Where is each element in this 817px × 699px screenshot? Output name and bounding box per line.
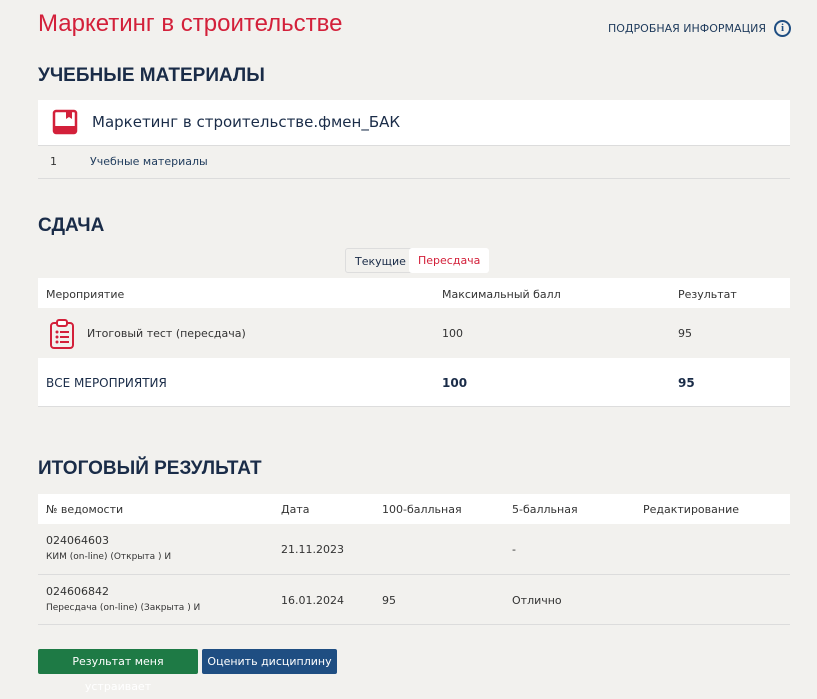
- final-heading: ИТОГОВЫЙ РЕЗУЛЬТАТ: [38, 458, 262, 479]
- tab-retake[interactable]: Пересдача: [409, 248, 490, 273]
- col-5: 5-балльная: [512, 503, 578, 516]
- book-icon: [52, 109, 78, 135]
- sheet-desc: Пересдача (on-line) (Закрыта ) И: [46, 603, 201, 613]
- col-max: Максимальный балл: [442, 288, 561, 301]
- sheet-desc: КИМ (on-line) (Открыта ) И: [46, 552, 172, 562]
- sheet-date: 16.01.2024: [281, 594, 344, 607]
- sheet-number: 024064603: [46, 534, 109, 547]
- sheet-number: 024606842: [46, 585, 109, 598]
- sheet-score5: -: [512, 543, 516, 556]
- accept-result-button[interactable]: Результат меня устраивает: [38, 649, 198, 693]
- col-edit: Редактирование: [643, 503, 739, 516]
- sheet-score5: Отлично: [512, 594, 562, 607]
- total-result: 95: [678, 376, 695, 390]
- submission-header: Мероприятие Максимальный балл Результат: [38, 278, 790, 308]
- event-max: 100: [442, 327, 463, 340]
- course-name: Маркетинг в строительстве.фмен_БАК: [92, 113, 401, 131]
- sheet-score100: 95: [382, 594, 396, 607]
- submission-heading: СДАЧА: [38, 215, 105, 236]
- event-result: 95: [678, 327, 692, 340]
- total-max: 100: [442, 376, 468, 390]
- final-header: № ведомости Дата 100-балльная 5-балльная…: [38, 494, 790, 524]
- course-card[interactable]: Маркетинг в строительстве.фмен_БАК: [38, 100, 790, 145]
- col-event: Мероприятие: [46, 288, 125, 301]
- col-sheet: № ведомости: [46, 503, 124, 516]
- rate-discipline-button[interactable]: Оценить дисциплину: [202, 649, 337, 674]
- total-row: ВСЕ МЕРОПРИЯТИЯ 100 95: [38, 358, 790, 407]
- more-info-link[interactable]: ПОДРОБНАЯ ИНФОРМАЦИЯ i: [608, 20, 791, 37]
- tab-current[interactable]: Текущие: [345, 248, 416, 273]
- event-name[interactable]: Итоговый тест (пересдача): [87, 327, 246, 340]
- materials-heading: УЧЕБНЫЕ МАТЕРИАЛЫ: [38, 65, 265, 86]
- info-icon: i: [774, 20, 791, 37]
- col-date: Дата: [281, 503, 310, 516]
- page-title: Маркетинг в строительстве: [38, 10, 343, 37]
- total-label: ВСЕ МЕРОПРИЯТИЯ: [46, 376, 167, 390]
- col-100: 100-балльная: [382, 503, 462, 516]
- material-number: 1: [50, 155, 57, 168]
- sheet-date: 21.11.2023: [281, 543, 344, 556]
- more-info-label: ПОДРОБНАЯ ИНФОРМАЦИЯ: [608, 22, 766, 35]
- material-link[interactable]: Учебные материалы: [90, 155, 208, 168]
- col-result: Результат: [678, 288, 737, 301]
- clipboard-icon: [50, 319, 74, 349]
